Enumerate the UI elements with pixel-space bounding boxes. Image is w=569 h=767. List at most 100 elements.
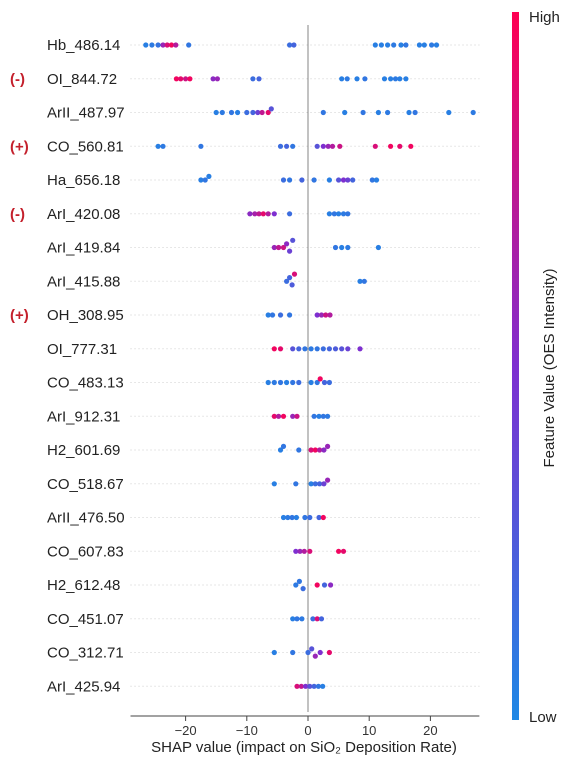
shap-point	[296, 447, 302, 453]
shap-point	[271, 346, 277, 352]
shap-point	[320, 109, 326, 116]
shap-point	[321, 481, 327, 487]
shap-point	[290, 237, 296, 243]
shap-point	[314, 312, 320, 318]
feature-label: ArII_487.97	[47, 105, 125, 122]
feature-label: H2_612.48	[47, 577, 120, 594]
shap-point	[289, 514, 295, 521]
shap-point	[314, 379, 320, 386]
shap-point	[160, 143, 166, 149]
feature-label: CO_560.81	[47, 138, 124, 155]
shap-point	[310, 616, 316, 622]
shap-point	[323, 312, 329, 318]
shap-point	[336, 177, 342, 183]
shap-point	[280, 443, 287, 449]
shap-point	[309, 646, 315, 652]
shap-point	[296, 379, 302, 386]
shap-point	[332, 346, 339, 352]
feature-label: OI_777.31	[47, 341, 117, 358]
shap-point	[388, 76, 394, 82]
colorbar-high-label: High	[529, 9, 560, 26]
shap-point	[307, 514, 313, 521]
shap-point	[416, 42, 422, 48]
x-tick-label: −20	[175, 723, 197, 738]
shap-point	[289, 282, 295, 288]
shap-point	[336, 548, 342, 554]
colorbar	[512, 12, 519, 720]
shap-point	[326, 346, 332, 352]
shap-point	[325, 477, 331, 483]
shap-point	[369, 177, 375, 183]
shap-point	[287, 312, 293, 318]
x-tick-label: 10	[362, 723, 376, 738]
shap-point	[397, 143, 403, 149]
shap-point	[277, 143, 284, 149]
shap-point	[271, 379, 277, 386]
shap-point	[173, 42, 179, 48]
shap-point	[219, 109, 225, 116]
shap-point	[284, 143, 290, 149]
feature-label: CO_607.83	[47, 543, 124, 560]
feature-label: ArI_425.94	[47, 678, 120, 695]
feature-labels: Hb_486.14 OI_844.72 (-) ArII_487.97 CO_560.8…	[10, 37, 125, 695]
shap-point	[210, 76, 216, 82]
shap-point	[398, 42, 404, 48]
shap-point	[433, 42, 440, 48]
shap-point	[403, 76, 409, 82]
shap-point	[354, 76, 360, 82]
shap-point	[308, 481, 314, 487]
shap-point	[372, 143, 378, 149]
shap-point	[308, 447, 314, 453]
shap-point	[269, 312, 276, 318]
shap-point	[202, 177, 208, 183]
shap-point	[294, 616, 300, 622]
shap-point	[173, 76, 179, 82]
shap-point	[350, 177, 356, 183]
shap-point	[339, 346, 345, 352]
feature-effect-tag: (+)	[10, 307, 29, 324]
shap-point	[301, 548, 307, 554]
shap-point	[247, 211, 253, 217]
shap-point	[290, 379, 296, 386]
shap-point	[328, 582, 334, 588]
shap-point	[311, 177, 317, 183]
shap-point	[378, 42, 384, 48]
feature-label: CO_451.07	[47, 611, 124, 628]
shap-point	[244, 109, 250, 116]
shap-point	[361, 278, 367, 284]
shap-point	[293, 481, 299, 487]
feature-label: OH_308.95	[47, 307, 124, 324]
feature-label: H2_601.69	[47, 442, 120, 459]
shap-point	[470, 109, 476, 116]
shap-point	[143, 42, 149, 48]
shap-point	[317, 481, 323, 487]
shap-point	[321, 582, 328, 588]
shap-point	[320, 413, 326, 419]
shap-point	[277, 346, 284, 352]
shap-point	[320, 514, 326, 521]
shap-point	[314, 346, 320, 352]
shap-point	[325, 443, 331, 449]
feature-label: ArI_420.08	[47, 206, 120, 223]
shap-point	[307, 683, 313, 689]
shap-point	[308, 346, 314, 352]
shap-point	[299, 177, 305, 183]
shap-point	[381, 76, 388, 82]
shap-point	[271, 413, 277, 419]
shap-point	[375, 244, 381, 251]
shap-point	[446, 109, 452, 116]
shap-point	[345, 346, 351, 352]
shap-point	[250, 109, 256, 116]
shap-point	[155, 42, 161, 48]
shap-point	[255, 109, 261, 116]
shap-point	[259, 109, 265, 116]
shap-point	[317, 649, 323, 656]
shap-point	[287, 248, 293, 254]
shap-point	[186, 42, 192, 48]
shap-point	[388, 143, 394, 149]
shap-point	[373, 177, 380, 183]
shap-point	[302, 346, 308, 352]
shap-point	[168, 42, 175, 48]
shap-point	[317, 376, 323, 382]
shap-point	[305, 649, 311, 656]
